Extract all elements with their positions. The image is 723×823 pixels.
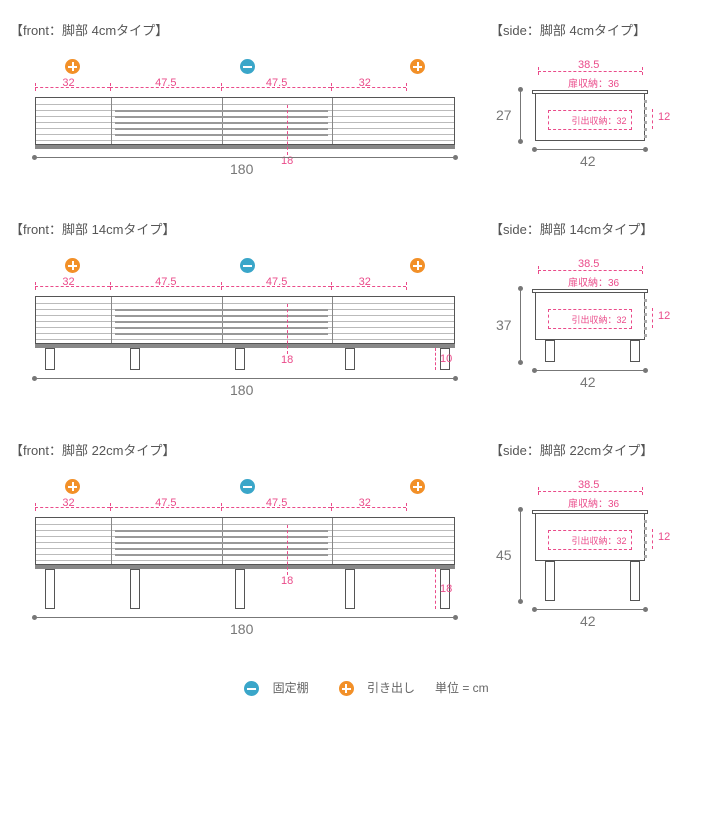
front-panel-dim: 47.5 bbox=[155, 77, 176, 89]
front-inner-height: 18 bbox=[281, 354, 293, 366]
side-title: 【side：脚部 4cmタイプ】 bbox=[490, 20, 690, 39]
legend: 固定棚 引き出し 単位 = cm bbox=[10, 679, 713, 696]
front-panel-dim: 32 bbox=[359, 497, 371, 509]
side-title: 【side：脚部 14cmタイプ】 bbox=[490, 219, 690, 238]
side-right-dim: 12 bbox=[658, 111, 670, 123]
side-base-width: 42 bbox=[580, 613, 596, 629]
side-top-width: 38.5 bbox=[578, 59, 599, 71]
fixed-shelf-icon bbox=[240, 479, 255, 494]
side-total-height: 37 bbox=[496, 317, 512, 333]
drawer-storage-label: 引出収納：32 bbox=[559, 114, 639, 127]
front-panel-dim: 47.5 bbox=[266, 77, 287, 89]
side-base-width: 42 bbox=[580, 374, 596, 390]
front-total-width: 180 bbox=[230, 621, 253, 637]
front-panel-dim: 47.5 bbox=[155, 497, 176, 509]
front-panel-dim: 47.5 bbox=[266, 276, 287, 288]
front-panel-dim: 32 bbox=[62, 276, 74, 288]
side-right-dim: 12 bbox=[658, 310, 670, 322]
drawer-icon bbox=[65, 258, 80, 273]
fixed-shelf-icon bbox=[240, 258, 255, 273]
side-right-dim: 12 bbox=[658, 531, 670, 543]
front-title: 【front：脚部 22cmタイプ】 bbox=[10, 440, 470, 459]
door-storage-label: 扉収納：36 bbox=[568, 495, 619, 510]
leg-height-dim: 10 bbox=[440, 353, 452, 365]
side-total-height: 45 bbox=[496, 547, 512, 563]
drawer-icon bbox=[65, 479, 80, 494]
drawer-icon bbox=[410, 59, 425, 74]
drawer-icon bbox=[410, 479, 425, 494]
side-base-width: 42 bbox=[580, 153, 596, 169]
drawer-icon bbox=[410, 258, 425, 273]
side-top-width: 38.5 bbox=[578, 258, 599, 270]
fixed-shelf-icon bbox=[240, 59, 255, 74]
legend-drawer: 引き出し bbox=[329, 681, 415, 695]
front-total-width: 180 bbox=[230, 382, 253, 398]
drawer-storage-label: 引出収納：32 bbox=[559, 313, 639, 326]
front-panel-dim: 47.5 bbox=[266, 497, 287, 509]
unit-label: 単位 = cm bbox=[435, 681, 489, 695]
front-panel-dim: 32 bbox=[62, 77, 74, 89]
front-title: 【front：脚部 14cmタイプ】 bbox=[10, 219, 470, 238]
side-title: 【side：脚部 22cmタイプ】 bbox=[490, 440, 690, 459]
drawer-icon bbox=[65, 59, 80, 74]
door-storage-label: 扉収納：36 bbox=[568, 274, 619, 289]
front-panel-dim: 32 bbox=[359, 77, 371, 89]
side-total-height: 27 bbox=[496, 107, 512, 123]
front-total-width: 180 bbox=[230, 161, 253, 177]
front-panel-dim: 47.5 bbox=[155, 276, 176, 288]
leg-height-dim: 18 bbox=[440, 583, 452, 595]
legend-fixed: 固定棚 bbox=[234, 681, 308, 695]
door-storage-label: 扉収納：36 bbox=[568, 75, 619, 90]
front-title: 【front：脚部 4cmタイプ】 bbox=[10, 20, 470, 39]
front-panel-dim: 32 bbox=[359, 276, 371, 288]
front-inner-height: 18 bbox=[281, 575, 293, 587]
side-top-width: 38.5 bbox=[578, 479, 599, 491]
front-panel-dim: 32 bbox=[62, 497, 74, 509]
drawer-storage-label: 引出収納：32 bbox=[559, 534, 639, 547]
